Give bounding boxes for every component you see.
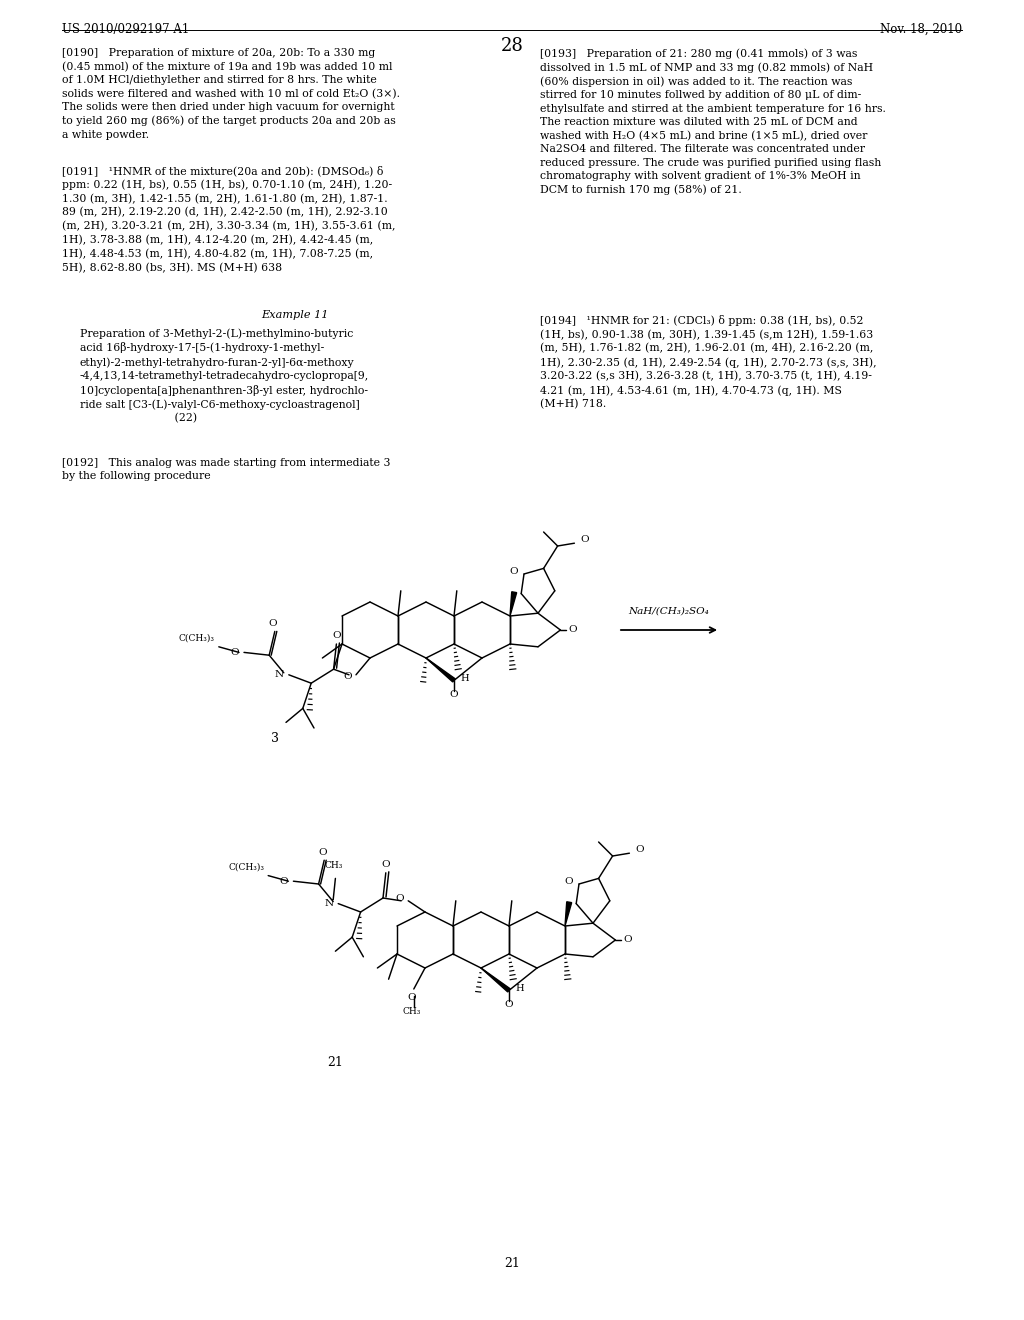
- Text: O: O: [343, 672, 352, 681]
- Text: 28: 28: [501, 37, 523, 55]
- Text: [0191]   ¹HNMR of the mixture(20a and 20b): (DMSOd₆) δ
ppm: 0.22 (1H, bs), 0.55 : [0191] ¹HNMR of the mixture(20a and 20b)…: [62, 165, 395, 273]
- Text: O: O: [581, 535, 589, 544]
- Text: O: O: [268, 619, 278, 628]
- Text: CH₃: CH₃: [402, 1006, 421, 1015]
- Text: O: O: [280, 876, 289, 886]
- Text: O: O: [332, 631, 341, 640]
- Text: CH₃: CH₃: [325, 862, 343, 870]
- Polygon shape: [565, 902, 571, 927]
- Text: O: O: [382, 861, 390, 870]
- Text: O: O: [317, 847, 327, 857]
- Text: 21: 21: [504, 1257, 520, 1270]
- Text: 21: 21: [327, 1056, 343, 1068]
- Text: Preparation of 3-Methyl-2-(L)-methylmino-butyric
acid 16β-hydroxy-17-[5-(1-hydro: Preparation of 3-Methyl-2-(L)-methylmino…: [80, 327, 370, 424]
- Text: O: O: [230, 648, 239, 657]
- Text: O: O: [505, 1001, 513, 1008]
- Text: C(CH₃)₃: C(CH₃)₃: [228, 862, 264, 871]
- Text: N: N: [274, 671, 284, 680]
- Text: Example 11: Example 11: [261, 310, 329, 319]
- Polygon shape: [481, 968, 510, 991]
- Text: H: H: [460, 675, 469, 682]
- Text: O: O: [450, 690, 459, 698]
- Text: H: H: [515, 983, 523, 993]
- Text: O: O: [564, 878, 573, 887]
- Text: Nov. 18, 2010: Nov. 18, 2010: [880, 22, 962, 36]
- Text: O: O: [509, 568, 518, 577]
- Text: [0194]   ¹HNMR for 21: (CDCl₃) δ ppm: 0.38 (1H, bs), 0.52
(1H, bs), 0.90-1.38 (m: [0194] ¹HNMR for 21: (CDCl₃) δ ppm: 0.38…: [540, 315, 877, 409]
- Text: US 2010/0292197 A1: US 2010/0292197 A1: [62, 22, 189, 36]
- Text: [0192]   This analog was made starting from intermediate 3
by the following proc: [0192] This analog was made starting fro…: [62, 458, 390, 482]
- Text: C(CH₃)₃: C(CH₃)₃: [179, 634, 215, 643]
- Text: [0193]   Preparation of 21: 280 mg (0.41 mmols) of 3 was
dissolved in 1.5 mL of : [0193] Preparation of 21: 280 mg (0.41 m…: [540, 48, 886, 195]
- Text: O: O: [636, 845, 644, 854]
- Text: O: O: [395, 895, 404, 903]
- Text: [0190]   Preparation of mixture of 20a, 20b: To a 330 mg
(0.45 mmol) of the mixt: [0190] Preparation of mixture of 20a, 20…: [62, 48, 400, 140]
- Text: 3: 3: [271, 731, 279, 744]
- Text: O: O: [624, 936, 632, 945]
- Text: N: N: [324, 899, 333, 908]
- Polygon shape: [426, 657, 456, 682]
- Polygon shape: [510, 591, 517, 616]
- Text: O: O: [568, 626, 578, 635]
- Text: NaH/(CH₃)₂SO₄: NaH/(CH₃)₂SO₄: [629, 607, 710, 616]
- Text: O: O: [408, 993, 416, 1002]
